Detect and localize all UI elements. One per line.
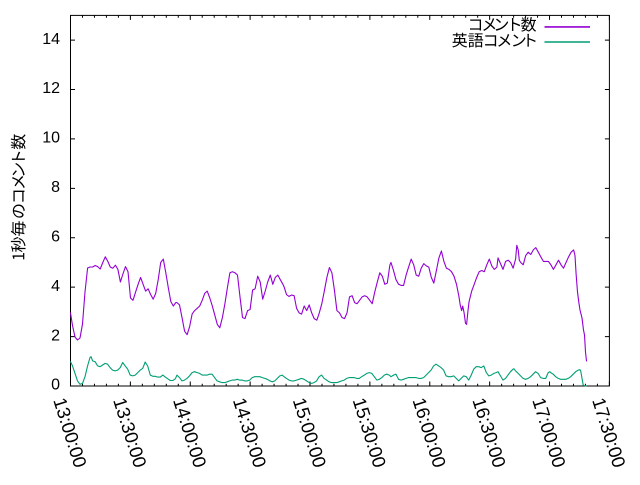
svg-text:14: 14 xyxy=(42,31,60,48)
svg-text:2: 2 xyxy=(51,327,60,344)
svg-text:12: 12 xyxy=(42,80,60,97)
svg-text:10: 10 xyxy=(42,130,60,147)
svg-text:0: 0 xyxy=(51,377,60,394)
svg-text:8: 8 xyxy=(51,179,60,196)
svg-text:4: 4 xyxy=(51,278,60,295)
svg-text:6: 6 xyxy=(51,228,60,245)
